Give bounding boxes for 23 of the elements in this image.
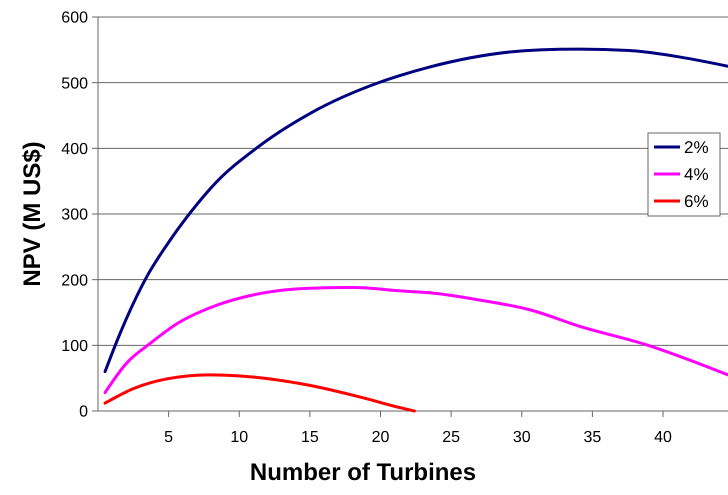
x-tick-label: 10 <box>230 429 248 446</box>
y-tick-label: 500 <box>61 75 88 92</box>
legend-label: 6% <box>684 192 709 211</box>
legend-label: 2% <box>684 138 709 157</box>
y-axis-title: NPV (M US$) <box>19 141 46 287</box>
x-tick-label: 25 <box>442 429 460 446</box>
y-tick-label: 200 <box>61 272 88 290</box>
line-series <box>104 373 416 412</box>
x-tick-label: 20 <box>372 429 390 446</box>
x-tick-label: 30 <box>512 429 531 446</box>
x-tick-label: 15 <box>300 429 319 446</box>
x-tick-label: 35 <box>583 429 602 446</box>
line-series <box>104 286 728 394</box>
y-tick-label: 100 <box>61 338 88 355</box>
x-tick-label: 5 <box>164 429 174 446</box>
y-tick-label: 0 <box>79 404 88 421</box>
y-tick-label: 400 <box>61 140 88 158</box>
y-tick-label: 300 <box>61 206 88 224</box>
legend-label: 4% <box>684 164 709 184</box>
x-axis-title: Number of Turbines <box>250 459 476 486</box>
line-series <box>104 48 728 374</box>
x-tick-label: 40 <box>654 429 672 446</box>
y-tick-label: 600 <box>61 10 88 27</box>
